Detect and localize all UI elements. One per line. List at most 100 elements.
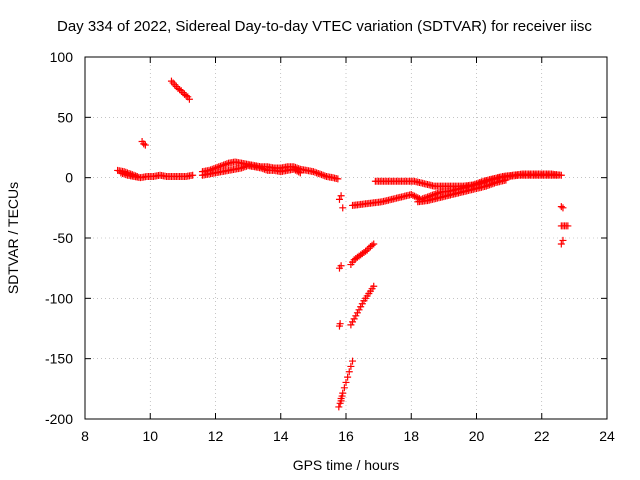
data-point [338, 392, 346, 400]
data-point [502, 176, 510, 184]
y-tick-label: -150 [45, 351, 73, 367]
data-point [353, 309, 361, 317]
data-point [557, 203, 565, 211]
data-point [128, 171, 136, 179]
y-tick-label: 50 [57, 109, 73, 125]
data-point [313, 169, 321, 177]
data-point [336, 320, 344, 328]
data-point [557, 171, 565, 179]
data-point [349, 357, 357, 365]
grid [85, 57, 607, 419]
data-point [409, 191, 417, 199]
data-point [340, 384, 348, 392]
x-tick-label: 12 [208, 428, 224, 444]
data-point [262, 166, 270, 174]
data-point [220, 161, 228, 169]
data-point [259, 165, 267, 173]
data-point [347, 321, 355, 329]
data-point [342, 378, 350, 386]
data-point [141, 141, 149, 149]
data-point [171, 81, 179, 89]
data-point [559, 236, 567, 244]
data-point [318, 171, 326, 179]
data-point [182, 92, 190, 100]
data-point [319, 171, 327, 179]
data-point [133, 172, 141, 180]
data-point [189, 171, 197, 179]
data-point [486, 181, 494, 189]
data-point [337, 262, 345, 270]
data-point [350, 315, 358, 323]
chart-title: Day 334 of 2022, Sidereal Day-to-day VTE… [57, 18, 592, 35]
data-point [123, 169, 131, 177]
data-point [260, 165, 268, 173]
data-point [120, 168, 128, 176]
data-point [557, 240, 565, 248]
data-point [314, 169, 322, 177]
axis-ticks: 8 10 12 14 16 18 20 22 24 -200 -150 -100 -50 0 50 100 [45, 49, 615, 444]
data-point [309, 168, 317, 176]
data-point [559, 204, 567, 212]
x-tick-label: 22 [534, 428, 550, 444]
y-tick-label: 100 [50, 49, 74, 65]
data-point [411, 192, 419, 200]
data-point [344, 373, 352, 381]
data-point [482, 182, 490, 190]
data-point [241, 163, 249, 171]
data-point [295, 168, 303, 176]
data-point [368, 241, 376, 249]
y-tick-label: -100 [45, 290, 73, 306]
data-point [125, 169, 133, 177]
data-point [335, 403, 343, 411]
data-point [296, 169, 304, 177]
data-point [176, 86, 184, 94]
data-point [489, 180, 497, 188]
data-point [311, 168, 319, 176]
data-point [490, 179, 498, 187]
data-point [337, 192, 345, 200]
data-point [358, 300, 366, 308]
y-axis-label: SDTVAR / TECUs [5, 182, 21, 294]
data-point [347, 362, 355, 370]
x-tick-label: 20 [469, 428, 485, 444]
x-axis-label: GPS time / hours [293, 457, 400, 473]
data-point [127, 170, 135, 178]
data-point [339, 204, 347, 212]
data-point [130, 171, 138, 179]
data-point [355, 306, 363, 314]
data-point [223, 160, 231, 168]
data-point [345, 368, 353, 376]
x-tick-label: 8 [81, 428, 89, 444]
y-tick-label: -200 [45, 411, 73, 427]
y-tick-label: 0 [65, 170, 73, 186]
x-tick-label: 16 [338, 428, 354, 444]
data-point [122, 168, 130, 176]
data-point [370, 240, 378, 248]
data-point [140, 140, 148, 148]
data-point [218, 162, 226, 170]
data-point [349, 318, 357, 326]
data-point [132, 172, 140, 180]
data-point [239, 163, 247, 171]
data-point [334, 175, 342, 183]
data-points [114, 77, 572, 411]
x-tick-label: 18 [403, 428, 419, 444]
data-point [167, 77, 175, 85]
data-point [352, 312, 360, 320]
data-point [487, 180, 495, 188]
data-point [316, 170, 324, 178]
data-point [257, 164, 265, 172]
data-point [370, 282, 378, 290]
data-point [335, 195, 343, 203]
y-tick-label: -50 [53, 230, 73, 246]
data-point [362, 247, 370, 255]
data-point [412, 193, 420, 201]
x-tick-label: 14 [273, 428, 289, 444]
data-point [321, 172, 329, 180]
data-point [238, 164, 246, 172]
data-point [221, 160, 229, 168]
x-tick-label: 24 [599, 428, 615, 444]
data-point [564, 222, 572, 230]
